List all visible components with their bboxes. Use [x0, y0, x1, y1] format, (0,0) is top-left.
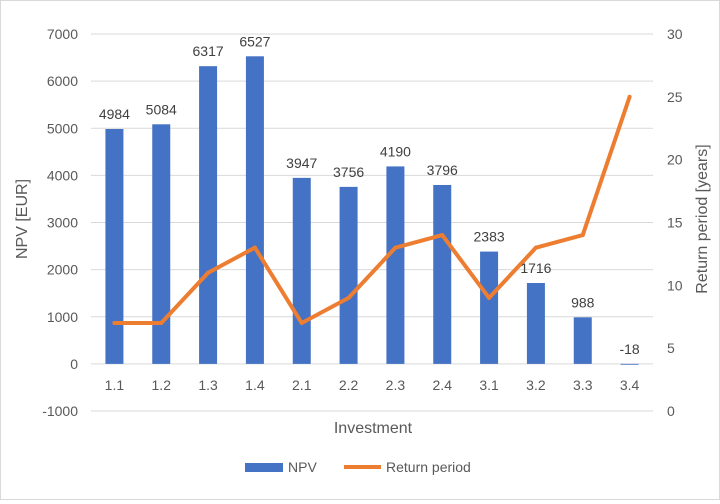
x-tick-label: 1.4	[245, 377, 265, 393]
y-axis-title: NPV [EUR]	[14, 179, 31, 259]
bar-value-label: 4984	[99, 106, 130, 122]
return-period-point	[112, 321, 117, 326]
y2-tick-label: 0	[667, 403, 675, 419]
legend-label-return-period: Return period	[386, 459, 471, 475]
bar-value-label: 2383	[474, 229, 505, 245]
return-period-point	[487, 295, 492, 300]
y2-tick-label: 25	[667, 89, 683, 105]
return-period-point	[440, 233, 445, 238]
y-tick-label: 1000	[47, 309, 78, 325]
return-period-point	[299, 321, 304, 326]
return-period-point	[580, 233, 585, 238]
bar-npv	[386, 166, 405, 364]
bar-value-label: 3947	[286, 155, 317, 171]
bar-npv	[433, 184, 452, 364]
bar-value-label: 5084	[146, 101, 177, 117]
y-tick-label: 4000	[47, 167, 78, 183]
legend-swatch-npv	[245, 463, 283, 472]
x-axis-ticks: 1.1 1.2 1.3 1.4 2.1 2.2 2.3 2.4 3.1 3.2 3.3 3.4	[105, 377, 640, 393]
bar-npv	[105, 129, 124, 364]
bar-npv	[152, 124, 171, 364]
legend-label-npv: NPV	[288, 459, 317, 475]
bar-value-label: 6527	[239, 33, 270, 49]
return-period-line	[112, 94, 632, 326]
y-tick-label: 3000	[47, 215, 78, 231]
bar-npv	[526, 283, 545, 364]
return-period-point	[393, 245, 398, 250]
return-period-point	[346, 295, 351, 300]
bar-value-label: 3796	[427, 162, 458, 178]
bar-npv	[620, 363, 639, 365]
bar-value-label: 4190	[380, 143, 411, 159]
y-tick-label: 0	[70, 356, 78, 372]
y-tick-label: 7000	[47, 26, 78, 42]
legend: NPV Return period	[245, 459, 471, 475]
x-tick-label: 3.4	[620, 377, 640, 393]
bar-value-label: 3756	[333, 164, 364, 180]
x-tick-label: 3.1	[479, 377, 499, 393]
x-tick-label: 2.2	[339, 377, 359, 393]
bar-npv	[199, 66, 218, 364]
bar-npv	[573, 317, 592, 364]
bar-value-label: 1716	[520, 260, 551, 276]
npv-bars	[105, 56, 639, 365]
y-tick-label: 6000	[47, 73, 78, 89]
gridlines	[91, 33, 653, 412]
y2-tick-label: 20	[667, 152, 683, 168]
bar-npv	[292, 177, 311, 364]
left-axis-ticks: -1000 0 1000 2000 3000 4000 5000 6000 7000	[42, 26, 78, 419]
x-axis-title: Investment	[334, 420, 413, 437]
return-period-point	[206, 270, 211, 275]
y2-tick-label: 5	[667, 340, 675, 356]
x-tick-label: 2.4	[433, 377, 453, 393]
y-tick-label: 2000	[47, 262, 78, 278]
right-axis-ticks: 0 5 10 15 20 25 30	[667, 26, 683, 419]
bar-npv	[339, 186, 358, 364]
bar-value-label: 6317	[193, 43, 224, 59]
return-period-point	[159, 321, 164, 326]
x-tick-label: 1.1	[105, 377, 125, 393]
y2-tick-label: 15	[667, 215, 683, 231]
bar-npv	[245, 56, 264, 364]
return-period-polyline	[112, 94, 632, 326]
x-tick-label: 3.3	[573, 377, 593, 393]
y2-tick-label: 30	[667, 26, 683, 42]
y-tick-label: 5000	[47, 120, 78, 136]
x-tick-label: 1.3	[198, 377, 218, 393]
return-period-point	[252, 245, 257, 250]
y2-axis-title: Return period [years]	[694, 144, 711, 293]
bar-npv	[480, 251, 499, 364]
y-tick-label: -1000	[42, 403, 78, 419]
y2-tick-label: 10	[667, 277, 683, 293]
bar-value-label: 988	[571, 294, 595, 310]
x-tick-label: 1.2	[152, 377, 172, 393]
return-period-point	[533, 245, 538, 250]
return-period-point	[627, 94, 632, 99]
bar-value-label: -18	[619, 341, 639, 357]
npv-data-labels: 4984 5084 6317 6527 3947 3756 4190 3796 2383 1716…	[99, 33, 640, 357]
x-tick-label: 2.1	[292, 377, 312, 393]
x-tick-label: 3.2	[526, 377, 546, 393]
x-tick-label: 2.3	[386, 377, 406, 393]
